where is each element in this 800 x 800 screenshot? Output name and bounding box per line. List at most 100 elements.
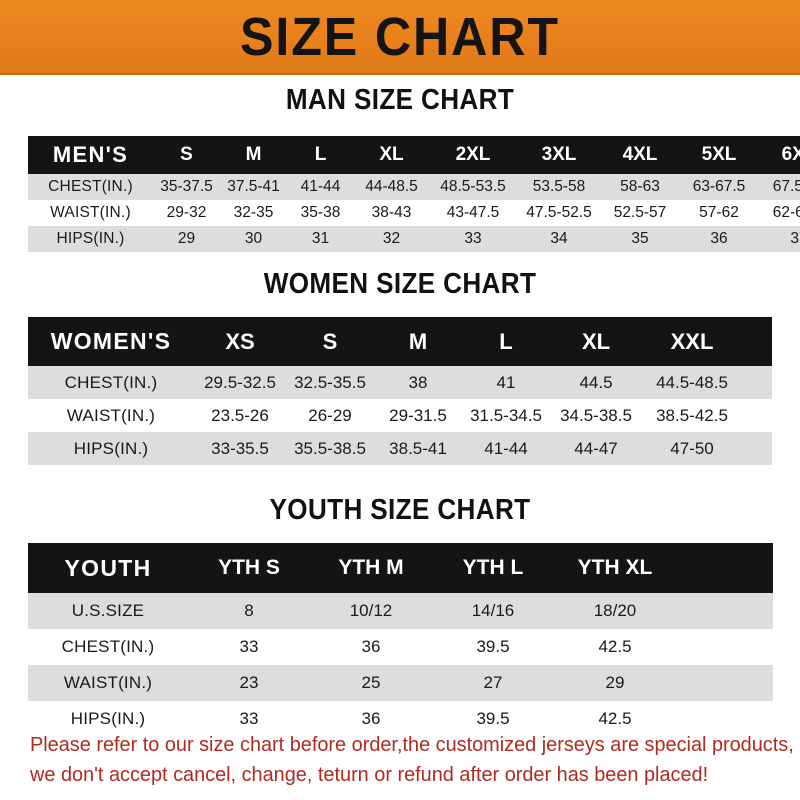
column-header: 3XL: [541, 144, 577, 165]
women-section-title: WOMEN SIZE CHART: [263, 268, 537, 300]
table-cell-spacer: [676, 593, 773, 629]
table-cell: 30: [244, 230, 263, 247]
column-header: XS: [225, 328, 255, 354]
row-label: WAIST(IN.): [63, 673, 153, 692]
table-cell: 29-31.5: [389, 405, 447, 425]
column-header-spacer: [742, 317, 772, 366]
banner: SIZE CHART: [0, 0, 800, 75]
table-cell: 8: [244, 601, 254, 620]
table-cell: 42.5: [598, 709, 632, 728]
table-cell: 18/20: [593, 601, 637, 620]
table-cell-spacer: [676, 629, 773, 665]
column-header: YTH L: [462, 556, 524, 579]
row-label: HIPS(IN.): [73, 438, 149, 458]
row-label: WAIST(IN.): [50, 204, 131, 221]
men-table-body: MEN'S S M L XL 2XL 3XL 4XL 5XL 6XL CHEST(IN.) 35-37…: [28, 136, 800, 252]
table-cell: 41: [496, 372, 516, 392]
youth-corner-label: YOUTH: [64, 554, 152, 581]
table-cell: 39.5: [476, 709, 510, 728]
women-table-body: WOMEN'S XS S M L XL XXL CHEST(IN.) 29.5-32.5 32.5…: [28, 317, 772, 465]
table-row: HIPS(IN.) 29 30 31 32 33 34 35 36 37: [28, 226, 800, 252]
table-cell: 38-43: [371, 204, 412, 221]
table-cell: 43-47.5: [446, 204, 500, 221]
order-notice-line-2: we don't accept cancel, change, teturn o…: [30, 763, 709, 787]
table-cell: 32: [382, 230, 401, 247]
table-cell: 14/16: [471, 601, 515, 620]
table-cell: 67.5-72: [772, 178, 800, 195]
table-cell: 34: [550, 230, 568, 247]
table-cell: 42.5: [598, 637, 632, 656]
table-cell: 10/12: [349, 601, 393, 620]
youth-table-body: YOUTH YTH S YTH M YTH L YTH XL U.S.SIZE 8 10/12…: [28, 543, 773, 737]
table-cell-spacer: [742, 432, 772, 465]
table-cell: 47.5-52.5: [526, 204, 592, 221]
table-cell: 39.5: [476, 637, 510, 656]
row-label: CHEST(IN.): [48, 178, 133, 195]
table-cell: 29.5-32.5: [204, 372, 276, 392]
man-corner-label: MEN'S: [52, 142, 129, 167]
table-cell: 41-44: [484, 438, 528, 458]
table-cell: 53.5-58: [532, 178, 586, 195]
column-header-spacer: [676, 543, 773, 593]
column-header: YTH XL: [577, 556, 653, 579]
table-row: WAIST(IN.) 23 25 27 29: [28, 665, 773, 701]
table-cell: 29-32: [166, 204, 207, 221]
table-cell: 34.5-38.5: [560, 405, 632, 425]
table-cell: 63-67.5: [692, 178, 746, 195]
table-cell: 36: [361, 637, 381, 656]
row-label: CHEST(IN.): [61, 637, 155, 656]
table-cell: 35: [631, 230, 649, 247]
table-cell: 38.5-41: [389, 438, 447, 458]
column-header: XXL: [670, 328, 714, 354]
youth-header-row: YOUTH YTH S YTH M YTH L YTH XL: [28, 543, 773, 593]
table-cell-spacer: [676, 665, 773, 701]
table-cell: 33: [239, 709, 259, 728]
column-header: YTH S: [218, 556, 280, 579]
table-cell: 23: [239, 673, 259, 692]
table-cell: 27: [483, 673, 503, 692]
table-cell: 37.5-41: [227, 178, 280, 195]
row-label: HIPS(IN.): [56, 230, 125, 247]
table-cell: 29: [605, 673, 625, 692]
column-header: S: [322, 328, 338, 354]
youth-section-title: YOUTH SIZE CHART: [269, 494, 531, 526]
table-cell: 41-44: [300, 178, 341, 195]
table-row: HIPS(IN.) 33 36 39.5 42.5: [28, 701, 773, 737]
table-cell: 33: [464, 230, 482, 247]
table-cell: 35-37.5: [160, 178, 213, 195]
column-header: 2XL: [455, 144, 491, 165]
table-cell: 31.5-34.5: [470, 405, 542, 425]
order-notice-line-1: Please refer to our size chart before or…: [30, 733, 794, 756]
table-cell: 23.5-26: [211, 405, 269, 425]
table-cell: 44.5: [579, 372, 613, 392]
table-cell: 29: [177, 230, 196, 247]
table-cell-spacer: [742, 399, 772, 432]
column-header: 5XL: [701, 144, 737, 165]
table-cell: 44.5-48.5: [656, 372, 728, 392]
table-cell: 36: [710, 230, 728, 247]
column-header: S: [180, 144, 193, 165]
women-corner-label: WOMEN'S: [50, 328, 172, 354]
women-header-row: WOMEN'S XS S M L XL XXL: [28, 317, 772, 366]
table-cell: 35-38: [300, 204, 341, 221]
table-cell: 26-29: [308, 405, 352, 425]
table-cell: 32-35: [233, 204, 274, 221]
women-size-table: WOMEN'S XS S M L XL XXL CHEST(IN.) 29.5-32.5 32.5…: [28, 317, 772, 465]
table-row: WAIST(IN.) 29-32 32-35 35-38 38-43 43-47.5 47.…: [28, 200, 800, 226]
page-title: SIZE CHART: [240, 6, 560, 67]
table-cell: 38: [408, 372, 428, 392]
table-cell: 35.5-38.5: [294, 438, 366, 458]
row-label: U.S.SIZE: [71, 601, 145, 620]
column-header: M: [245, 144, 262, 165]
table-row: CHEST(IN.) 35-37.5 37.5-41 41-44 44-48.5 48.5…: [28, 174, 800, 200]
table-cell: 44-48.5: [365, 178, 418, 195]
row-label: CHEST(IN.): [64, 372, 158, 392]
table-cell: 48.5-53.5: [440, 178, 506, 195]
table-cell: 37: [790, 230, 800, 247]
table-cell: 31: [311, 230, 330, 247]
table-cell: 44-47: [574, 438, 618, 458]
table-cell: 52.5-57: [613, 204, 667, 221]
column-header: 6XL: [781, 144, 800, 165]
table-row: CHEST(IN.) 29.5-32.5 32.5-35.5 38 41 44.5 44.5…: [28, 366, 772, 399]
